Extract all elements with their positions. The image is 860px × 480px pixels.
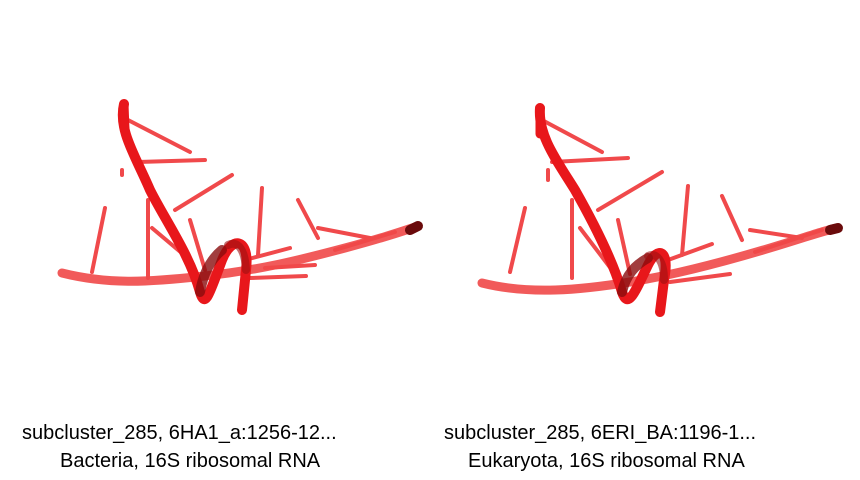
structure-panel-right: subcluster_285, 6ERI_BA:1196-1... Eukary… bbox=[430, 0, 860, 480]
caption-title: subcluster_285, 6HA1_a:1256-12... bbox=[22, 422, 337, 444]
caption-title: subcluster_285, 6ERI_BA:1196-1... bbox=[444, 422, 757, 444]
caption-subtitle: Eukaryota, 16S ribosomal RNA bbox=[468, 450, 745, 472]
rna-structure-render bbox=[477, 103, 843, 317]
backbone-tube bbox=[477, 103, 843, 317]
structure-panel-left: subcluster_285, 6HA1_a:1256-12... Bacter… bbox=[22, 99, 423, 472]
backbone-tube bbox=[57, 99, 423, 315]
rna-structure-render bbox=[57, 99, 423, 315]
caption-subtitle: Bacteria, 16S ribosomal RNA bbox=[60, 450, 321, 472]
